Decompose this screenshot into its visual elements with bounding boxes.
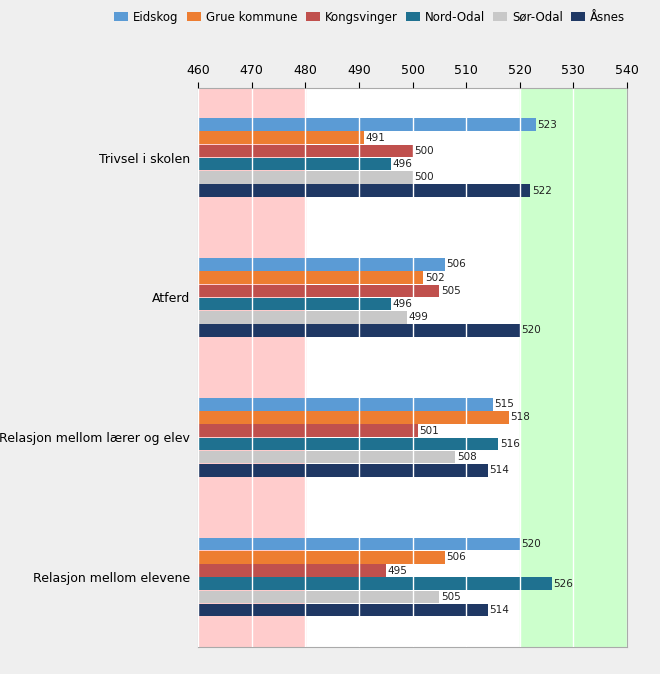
Bar	[198, 425, 418, 437]
Text: 502: 502	[425, 272, 445, 282]
Text: 506: 506	[446, 552, 466, 562]
Bar	[198, 184, 531, 197]
Legend: Eidskog, Grue kommune, Kongsvinger, Nord-Odal, Sør-Odal, Åsnes: Eidskog, Grue kommune, Kongsvinger, Nord…	[110, 6, 630, 28]
Bar	[198, 411, 509, 424]
Bar	[198, 604, 488, 617]
Text: 516: 516	[500, 439, 520, 449]
Bar	[198, 451, 455, 464]
Bar	[198, 271, 423, 284]
Text: 501: 501	[420, 426, 439, 435]
Bar	[520, 88, 627, 647]
Text: 523: 523	[537, 119, 557, 129]
Text: 514: 514	[489, 465, 509, 475]
Text: 491: 491	[366, 133, 385, 143]
Bar	[198, 158, 391, 171]
Text: 522: 522	[532, 185, 552, 195]
Text: 499: 499	[409, 312, 428, 322]
Bar	[198, 464, 488, 477]
Text: 505: 505	[441, 592, 461, 602]
Bar	[198, 564, 385, 577]
Bar	[198, 284, 440, 297]
Bar	[198, 398, 493, 410]
Text: 496: 496	[393, 299, 412, 309]
Bar	[198, 258, 445, 271]
Text: 526: 526	[554, 579, 574, 588]
Bar	[198, 551, 445, 563]
Text: 505: 505	[441, 286, 461, 296]
Bar	[198, 437, 498, 450]
Text: 520: 520	[521, 326, 541, 336]
Bar	[198, 171, 412, 184]
Text: 515: 515	[494, 399, 514, 409]
Text: 506: 506	[446, 259, 466, 270]
Bar	[198, 131, 364, 144]
Text: 500: 500	[414, 173, 434, 183]
Text: 508: 508	[457, 452, 477, 462]
Text: 495: 495	[387, 565, 407, 576]
Text: 520: 520	[521, 539, 541, 549]
Text: 518: 518	[511, 412, 531, 423]
Bar	[198, 88, 306, 647]
Bar	[198, 311, 407, 324]
Bar	[198, 590, 440, 603]
Bar	[198, 118, 536, 131]
Bar	[198, 324, 520, 337]
Bar	[198, 578, 552, 590]
Text: 514: 514	[489, 605, 509, 615]
Bar	[198, 538, 520, 551]
Bar	[198, 298, 391, 310]
Bar	[198, 145, 412, 157]
Text: 500: 500	[414, 146, 434, 156]
Text: 496: 496	[393, 159, 412, 169]
